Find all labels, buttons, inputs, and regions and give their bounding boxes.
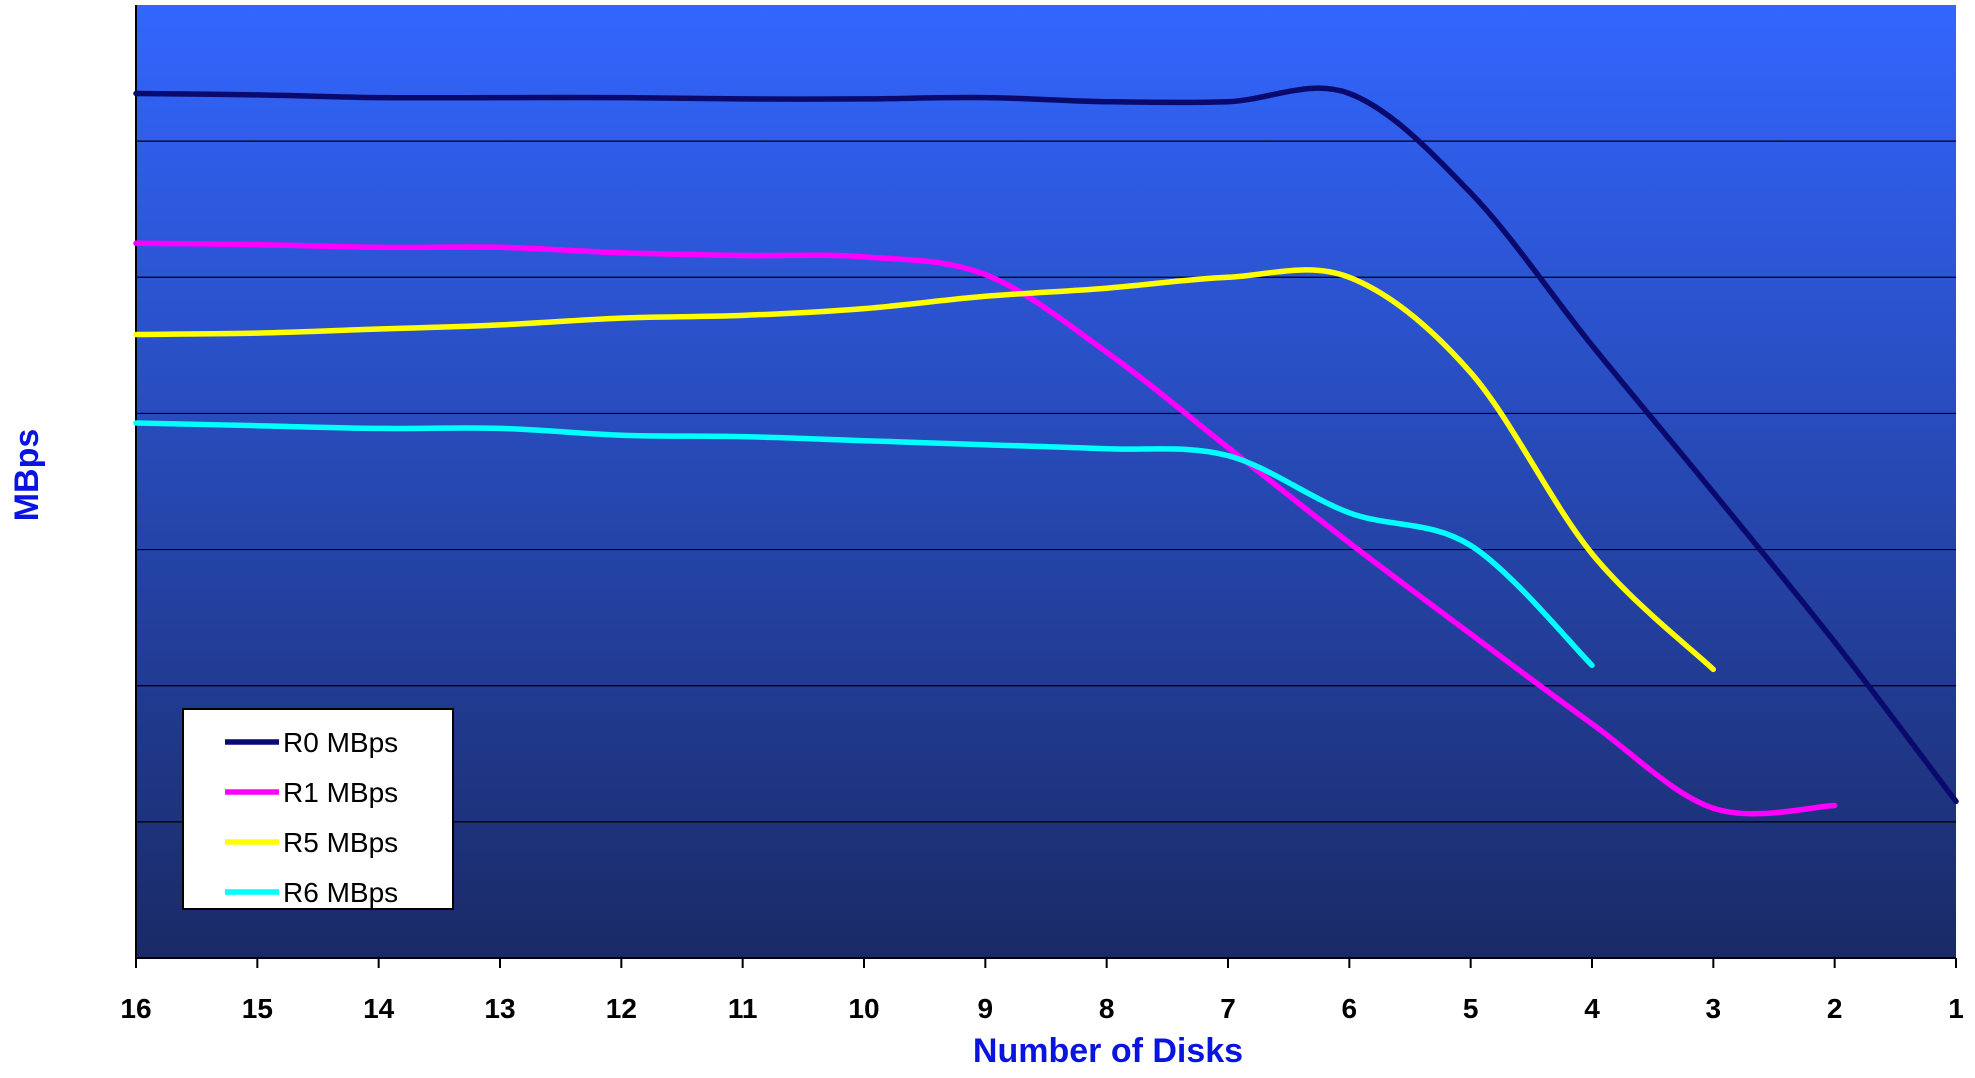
x-tick-label: 12 — [606, 993, 637, 1024]
x-tick-label: 14 — [363, 993, 395, 1024]
legend-label: R1 MBps — [283, 777, 398, 808]
x-axis-title: Number of Disks — [973, 1032, 1243, 1070]
x-tick-label: 6 — [1342, 993, 1358, 1024]
axes — [135, 5, 1957, 968]
legend-label: R0 MBps — [283, 727, 398, 758]
x-axis-tick-labels: 16 15 14 13 12 11 10 9 8 7 6 5 4 3 2 1 — [120, 993, 1963, 1024]
legend: R0 MBps R1 MBps R5 MBps R6 MBps — [182, 708, 454, 910]
series-lines — [133, 85, 1959, 817]
x-tick-label: 13 — [484, 993, 515, 1024]
x-tick-label: 9 — [978, 993, 994, 1024]
x-tick-label: 1 — [1948, 993, 1964, 1024]
series-line-r5-mbps — [133, 267, 1717, 673]
legend-label: R6 MBps — [283, 877, 398, 908]
legend-label: R5 MBps — [283, 827, 398, 858]
series-line-r6-mbps — [133, 420, 1595, 669]
x-tick-label: 5 — [1463, 993, 1479, 1024]
x-tick-label: 16 — [120, 993, 151, 1024]
series-line-r1-mbps — [133, 240, 1838, 817]
x-tick-label: 15 — [242, 993, 273, 1024]
y-axis-title: MBps — [8, 429, 46, 522]
x-tick-label: 3 — [1706, 993, 1722, 1024]
x-tick-label: 11 — [728, 993, 758, 1024]
x-tick-label: 2 — [1827, 993, 1843, 1024]
x-tick-label: 10 — [848, 993, 879, 1024]
x-tick-label: 4 — [1584, 993, 1600, 1024]
x-tick-label: 7 — [1220, 993, 1236, 1024]
series-line-r0-mbps — [133, 85, 1959, 805]
x-tick-label: 8 — [1099, 993, 1115, 1024]
